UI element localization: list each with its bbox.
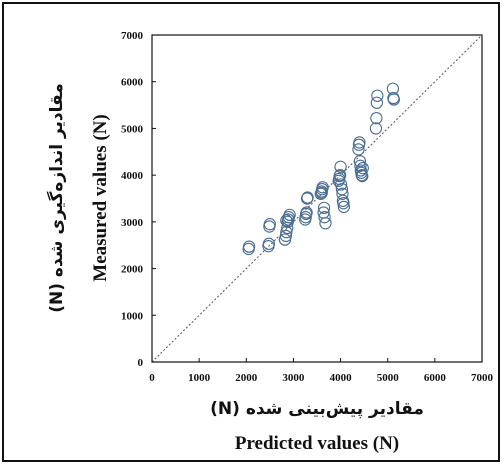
data-point (356, 161, 369, 175)
data-point (337, 200, 351, 214)
data-point (315, 186, 328, 200)
y-axis-title: Measured values (N) (90, 114, 111, 281)
y-tick-label: 6000 (121, 77, 144, 89)
data-point (333, 168, 347, 182)
data-point (263, 220, 276, 233)
figure-frame: 0 1000 2000 3000 4000 5000 6000 7000 0 1000 2000 3… (2, 2, 500, 462)
scatter-chart: 0 1000 2000 3000 4000 5000 6000 7000 0 1000 2000 3… (46, 30, 494, 454)
y-ticks: 0 1000 2000 3000 4000 5000 6000 7000 (121, 30, 156, 369)
data-point (356, 169, 369, 183)
data-point (317, 201, 331, 214)
data-point (369, 122, 383, 135)
data-point (370, 96, 384, 109)
x-tick-label: 7000 (471, 372, 494, 384)
data-point (262, 237, 276, 250)
y-tick-label: 2000 (121, 264, 144, 276)
data-point (319, 217, 332, 230)
plot-area-border (151, 34, 483, 363)
x-tick-label: 5000 (377, 372, 400, 384)
data-point (336, 187, 349, 200)
data-point (354, 159, 367, 172)
x-tick-label: 1000 (188, 372, 211, 384)
data-point (318, 211, 331, 224)
x-tick-label: 4000 (330, 372, 353, 384)
y-tick-label: 0 (138, 357, 144, 369)
data-point (316, 181, 329, 194)
data-point (242, 242, 255, 256)
data-point (387, 93, 400, 106)
data-point (334, 160, 347, 173)
y-tick-label: 5000 (121, 123, 144, 135)
data-point (335, 183, 349, 196)
data-point (301, 191, 314, 204)
data-point (334, 178, 348, 191)
data-point (371, 89, 384, 102)
y-tick-label: 3000 (121, 217, 144, 229)
x-tick-label: 0 (149, 372, 155, 384)
x-tick-label: 2000 (235, 372, 258, 384)
data-point (263, 218, 277, 231)
x-tick-label: 3000 (282, 372, 305, 384)
x-axis-title-fa: مقادیر پیش‌بینی شده (N) (210, 399, 424, 419)
data-point (353, 136, 366, 149)
data-point (279, 229, 293, 243)
x-axis-title: Predicted values (N) (235, 433, 399, 454)
data-point (352, 143, 365, 156)
y-axis-title-fa: مقادیر اندازه‌گیری شده (N) (46, 83, 67, 313)
data-points (242, 82, 400, 256)
data-point (353, 154, 367, 168)
y-tick-label: 4000 (121, 170, 144, 182)
data-point (242, 240, 256, 253)
data-point (337, 197, 350, 210)
y-tick-label: 7000 (121, 30, 144, 42)
y-tick-label: 1000 (121, 310, 144, 322)
data-point (300, 206, 313, 219)
data-point (370, 112, 383, 125)
data-point (280, 214, 293, 227)
x-ticks: 0 1000 2000 3000 4000 5000 6000 7000 (149, 358, 494, 384)
x-tick-label: 6000 (424, 372, 447, 384)
